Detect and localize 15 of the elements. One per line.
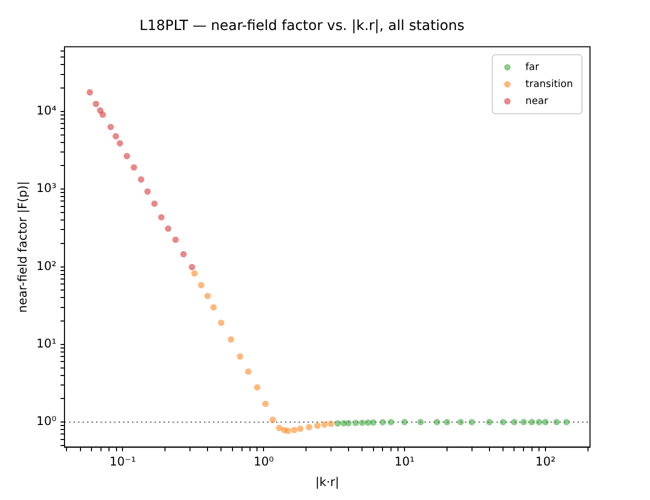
x-tick-label: 10⁻¹: [110, 454, 136, 469]
chart-title: L18PLT — near-field factor vs. |k.r|, all stations: [140, 18, 464, 34]
legend-label: far: [525, 62, 540, 73]
y-tick-label: 10⁴: [36, 104, 57, 118]
y-axis-title: near-field factor |F(p)|: [15, 181, 30, 313]
y-tick-label: 10⁰: [36, 414, 57, 428]
legend-label: transition: [525, 78, 574, 90]
y-tick-label: 10³: [36, 181, 57, 196]
x-tick-label: 10²: [535, 454, 556, 469]
y-tick-label: 10¹: [36, 336, 57, 351]
x-tick-label: 10⁰: [254, 454, 274, 469]
x-tick-label: 10¹: [394, 454, 415, 469]
y-tick-label: 10²: [36, 258, 57, 273]
x-axis-title: |k·r|: [315, 474, 340, 489]
legend-label: near: [525, 96, 549, 107]
